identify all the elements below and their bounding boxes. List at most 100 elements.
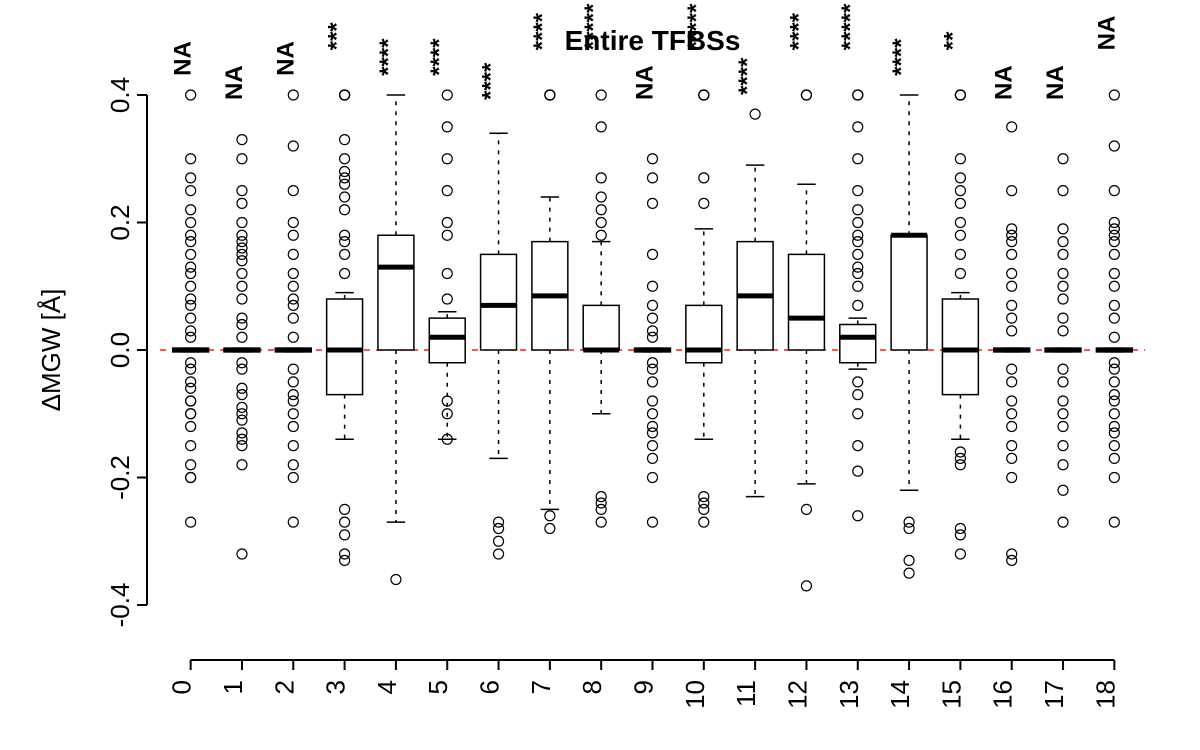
outlier-point: [1058, 326, 1068, 336]
outlier-point: [596, 122, 606, 132]
outlier-point: [1109, 390, 1119, 400]
outlier-point: [237, 358, 247, 368]
outlier-point: [955, 186, 965, 196]
outlier-point: [750, 109, 760, 119]
outlier-point: [648, 198, 658, 208]
outlier-point: [1058, 237, 1068, 247]
y-tick-label: -0.4: [105, 583, 135, 628]
outlier-point: [340, 269, 350, 279]
outlier-point: [442, 154, 452, 164]
x-tick-label: 6: [475, 680, 505, 694]
outlier-point: [186, 173, 196, 183]
outlier-point: [545, 524, 555, 534]
boxplot-group: ****: [785, 12, 824, 591]
outlier-point: [1007, 249, 1017, 259]
outlier-point: [1109, 269, 1119, 279]
outlier-point: [340, 504, 350, 514]
outlier-point: [288, 409, 298, 419]
outlier-point: [1109, 409, 1119, 419]
outlier-point: [1007, 186, 1017, 196]
box: [891, 235, 927, 350]
outlier-point: [186, 441, 196, 451]
outlier-point: [442, 294, 452, 304]
outlier-point: [340, 530, 350, 540]
outlier-point: [288, 186, 298, 196]
outlier-point: [1058, 409, 1068, 419]
outlier-point: [699, 517, 709, 527]
outlier-point: [288, 249, 298, 259]
significance-label: ****: [426, 38, 453, 76]
outlier-point: [648, 173, 658, 183]
outlier-point: [853, 300, 863, 310]
outlier-point: [442, 122, 452, 132]
outlier-point: [340, 90, 350, 100]
outlier-point: [955, 447, 965, 457]
outlier-point: [340, 135, 350, 145]
outlier-point: [442, 90, 452, 100]
outlier-point: [340, 167, 350, 177]
box: [840, 325, 876, 363]
outlier-point: [648, 358, 658, 368]
x-tick-label: 10: [680, 680, 710, 709]
outlier-point: [853, 511, 863, 521]
outlier-point: [186, 377, 196, 387]
outlier-point: [442, 218, 452, 228]
outlier-point: [340, 230, 350, 240]
outlier-point: [237, 332, 247, 342]
outlier-point: [1058, 313, 1068, 323]
significance-label: NA: [1042, 65, 1069, 100]
boxplot-group: ****: [529, 12, 568, 533]
significance-label: ****: [734, 57, 761, 95]
outlier-point: [237, 186, 247, 196]
outlier-point: [853, 466, 863, 476]
outlier-point: [237, 294, 247, 304]
outlier-point: [1058, 186, 1068, 196]
outlier-point: [186, 205, 196, 215]
outlier-point: [648, 441, 658, 451]
significance-label: *****: [837, 3, 864, 50]
x-tick-label: 8: [577, 680, 607, 694]
outlier-point: [853, 390, 863, 400]
outlier-point: [853, 218, 863, 228]
outlier-point: [442, 230, 452, 240]
outlier-point: [853, 249, 863, 259]
outlier-point: [596, 492, 606, 502]
boxplot-group: ****: [888, 38, 927, 578]
x-tick-label: 12: [782, 680, 812, 709]
outlier-point: [1058, 485, 1068, 495]
outlier-point: [1058, 154, 1068, 164]
outlier-point: [955, 173, 965, 183]
outlier-point: [1007, 377, 1017, 387]
outlier-point: [853, 377, 863, 387]
outlier-point: [340, 249, 350, 259]
outlier-point: [1109, 300, 1119, 310]
outlier-point: [186, 396, 196, 406]
outlier-point: [1109, 186, 1119, 196]
significance-label: NA: [170, 41, 197, 76]
significance-label: ****: [375, 38, 402, 76]
outlier-point: [801, 504, 811, 514]
box: [378, 235, 414, 350]
outlier-point: [1058, 517, 1068, 527]
box: [788, 254, 824, 350]
outlier-point: [955, 198, 965, 208]
outlier-point: [853, 205, 863, 215]
outlier-point: [186, 517, 196, 527]
outlier-point: [1007, 364, 1017, 374]
box: [686, 305, 722, 362]
x-tick-label: 13: [834, 680, 864, 709]
outlier-point: [186, 262, 196, 272]
outlier-point: [237, 269, 247, 279]
outlier-point: [288, 422, 298, 432]
y-tick-label: 0.2: [105, 204, 135, 240]
boxplot-group: NA: [632, 65, 671, 527]
outlier-point: [186, 218, 196, 228]
significance-label: *****: [580, 3, 607, 50]
outlier-point: [237, 402, 247, 412]
outlier-point: [288, 294, 298, 304]
outlier-point: [1058, 396, 1068, 406]
outlier-point: [288, 364, 298, 374]
y-axis-label: ΔMGW [Å]: [36, 289, 66, 412]
outlier-point: [904, 555, 914, 565]
box: [327, 299, 363, 395]
